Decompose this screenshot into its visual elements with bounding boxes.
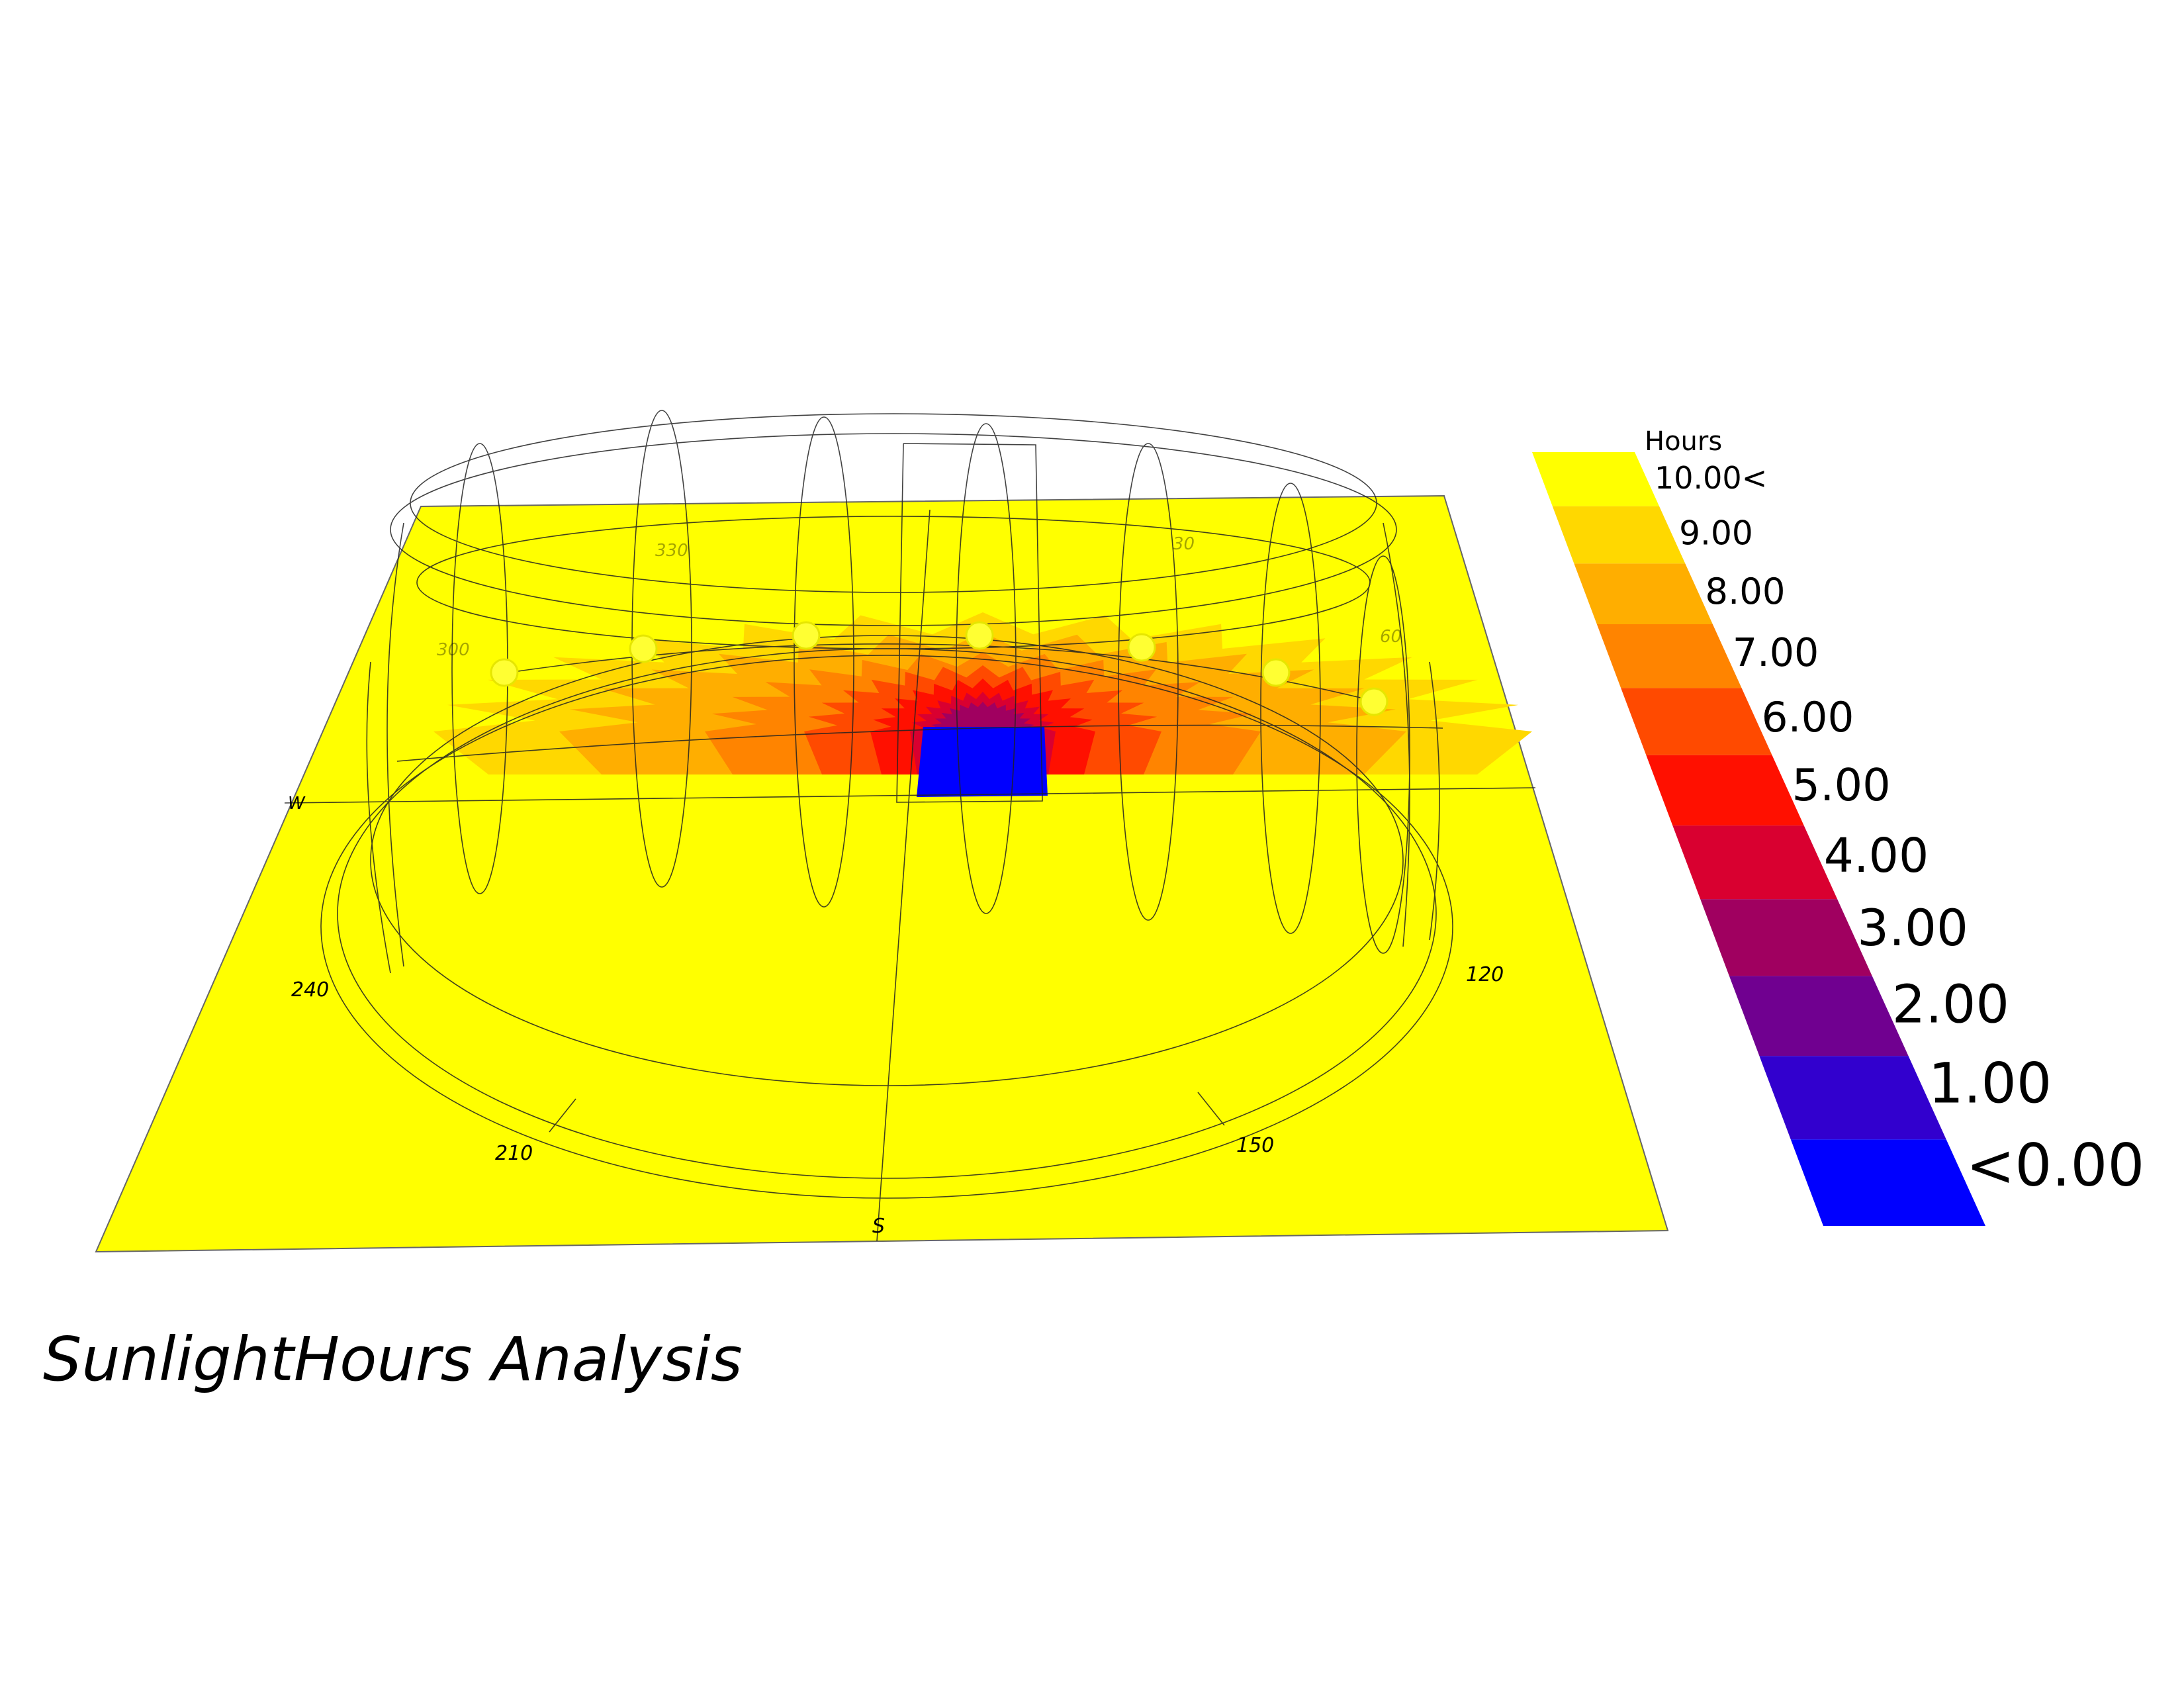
sun-marker-4 <box>1127 633 1156 662</box>
sun-position-markers <box>490 621 1388 716</box>
sun-marker-2 <box>792 621 821 650</box>
sun-marker-1 <box>629 634 658 663</box>
compass-tick-300: 300 <box>437 640 470 660</box>
legend-label-1: 9.00 <box>1679 513 1753 552</box>
legend-label-0: 10.00< <box>1655 460 1767 496</box>
legend-swatch-1 <box>1552 506 1686 564</box>
legend-swatch-9 <box>1759 1056 1946 1140</box>
compass-tick-150: 150 <box>1236 1134 1274 1157</box>
obstruction-block <box>917 727 1048 797</box>
legend-swatch-6 <box>1672 825 1838 900</box>
compass-south-label: S <box>872 1215 885 1238</box>
sun-path-wireframe <box>284 410 1536 1242</box>
compass-tick-240: 240 <box>291 978 329 1002</box>
compass-tick-330: 330 <box>655 541 688 561</box>
compass-tick-30: 30 <box>1173 534 1195 554</box>
legend-swatch-5 <box>1646 755 1804 826</box>
legend-labels: 10.00< 9.00 8.00 7.00 6.00 5.00 4.00 3.00 2.00 1.… <box>1655 460 2144 1199</box>
legend-label-8: 2.00 <box>1892 973 2009 1035</box>
analysis-title: SunlightHours Analysis <box>43 1324 743 1395</box>
sun-marker-5 <box>1261 658 1291 687</box>
legend-swatch-7 <box>1700 899 1872 976</box>
legend-label-7: 3.00 <box>1857 899 1968 957</box>
legend-heading: Hours <box>1645 426 1722 457</box>
compass-tick-120: 120 <box>1466 963 1504 986</box>
legend-label-4: 6.00 <box>1762 693 1854 741</box>
legend-swatch-4 <box>1621 688 1772 755</box>
sun-marker-6 <box>1359 687 1388 716</box>
legend-swatch-2 <box>1574 563 1713 624</box>
legend-swatch-0 <box>1532 452 1660 506</box>
legend-swatch-10 <box>1790 1139 1985 1226</box>
legend-label-9: 1.00 <box>1929 1051 2052 1115</box>
sun-marker-0 <box>490 658 519 687</box>
sun-marker-3 <box>965 621 994 650</box>
legend-label-6: 4.00 <box>1824 828 1929 883</box>
legend-label-3: 7.00 <box>1733 630 1819 675</box>
compass-tick-60: 60 <box>1380 627 1402 647</box>
legend-color-ramp <box>1532 452 1985 1226</box>
compass-west-label: W <box>288 794 306 814</box>
legend-label-5: 5.00 <box>1792 759 1891 811</box>
legend-swatch-8 <box>1729 976 1909 1056</box>
compass-tick-210: 210 <box>495 1142 533 1165</box>
legend-label-10: <0.00 <box>1966 1131 2145 1199</box>
legend-swatch-3 <box>1596 624 1742 688</box>
legend-label-2: 8.00 <box>1705 571 1785 612</box>
